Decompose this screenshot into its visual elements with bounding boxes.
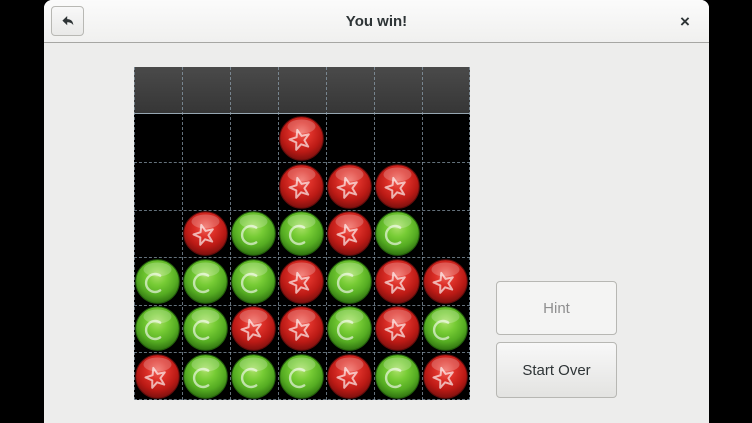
red-star-piece	[375, 163, 420, 209]
green-circle-piece	[375, 211, 420, 256]
game-window: You win! ×	[44, 0, 709, 423]
green-circle-piece	[135, 258, 180, 304]
green-circle-piece	[327, 306, 372, 351]
green-circle-piece	[135, 306, 180, 351]
red-star-piece	[279, 116, 324, 161]
green-circle-piece	[423, 306, 468, 351]
red-star-piece	[183, 211, 228, 256]
back-button[interactable]	[51, 6, 84, 36]
red-star-piece	[375, 306, 420, 351]
red-star-piece	[423, 353, 468, 399]
green-circle-piece	[231, 353, 276, 399]
red-star-piece	[327, 211, 372, 256]
green-circle-piece	[183, 353, 228, 399]
green-circle-piece	[327, 258, 372, 304]
green-circle-piece	[183, 306, 228, 351]
undo-arrow-icon	[60, 13, 76, 29]
header-bar: You win! ×	[44, 0, 709, 43]
red-star-piece	[327, 163, 372, 209]
page-title: You win!	[345, 12, 408, 30]
board[interactable]	[134, 67, 470, 400]
close-button[interactable]: ×	[671, 8, 699, 36]
green-circle-piece	[231, 211, 276, 256]
red-star-piece	[423, 258, 468, 304]
red-star-piece	[231, 306, 276, 351]
green-circle-piece	[183, 258, 228, 304]
drop-zone-row	[134, 67, 470, 114]
green-circle-piece	[279, 353, 324, 399]
red-star-piece	[135, 353, 180, 399]
green-circle-piece	[375, 353, 420, 399]
red-star-piece	[279, 163, 324, 209]
red-star-piece	[375, 258, 420, 304]
close-icon: ×	[680, 12, 690, 31]
green-circle-piece	[231, 258, 276, 304]
red-star-piece	[327, 353, 372, 399]
red-star-piece	[279, 306, 324, 351]
grid-line	[468, 67, 470, 400]
red-star-piece	[279, 258, 324, 304]
start-over-button[interactable]: Start Over	[496, 342, 617, 398]
green-circle-piece	[279, 211, 324, 256]
hint-button[interactable]: Hint	[496, 281, 617, 335]
grid-line	[134, 398, 470, 400]
